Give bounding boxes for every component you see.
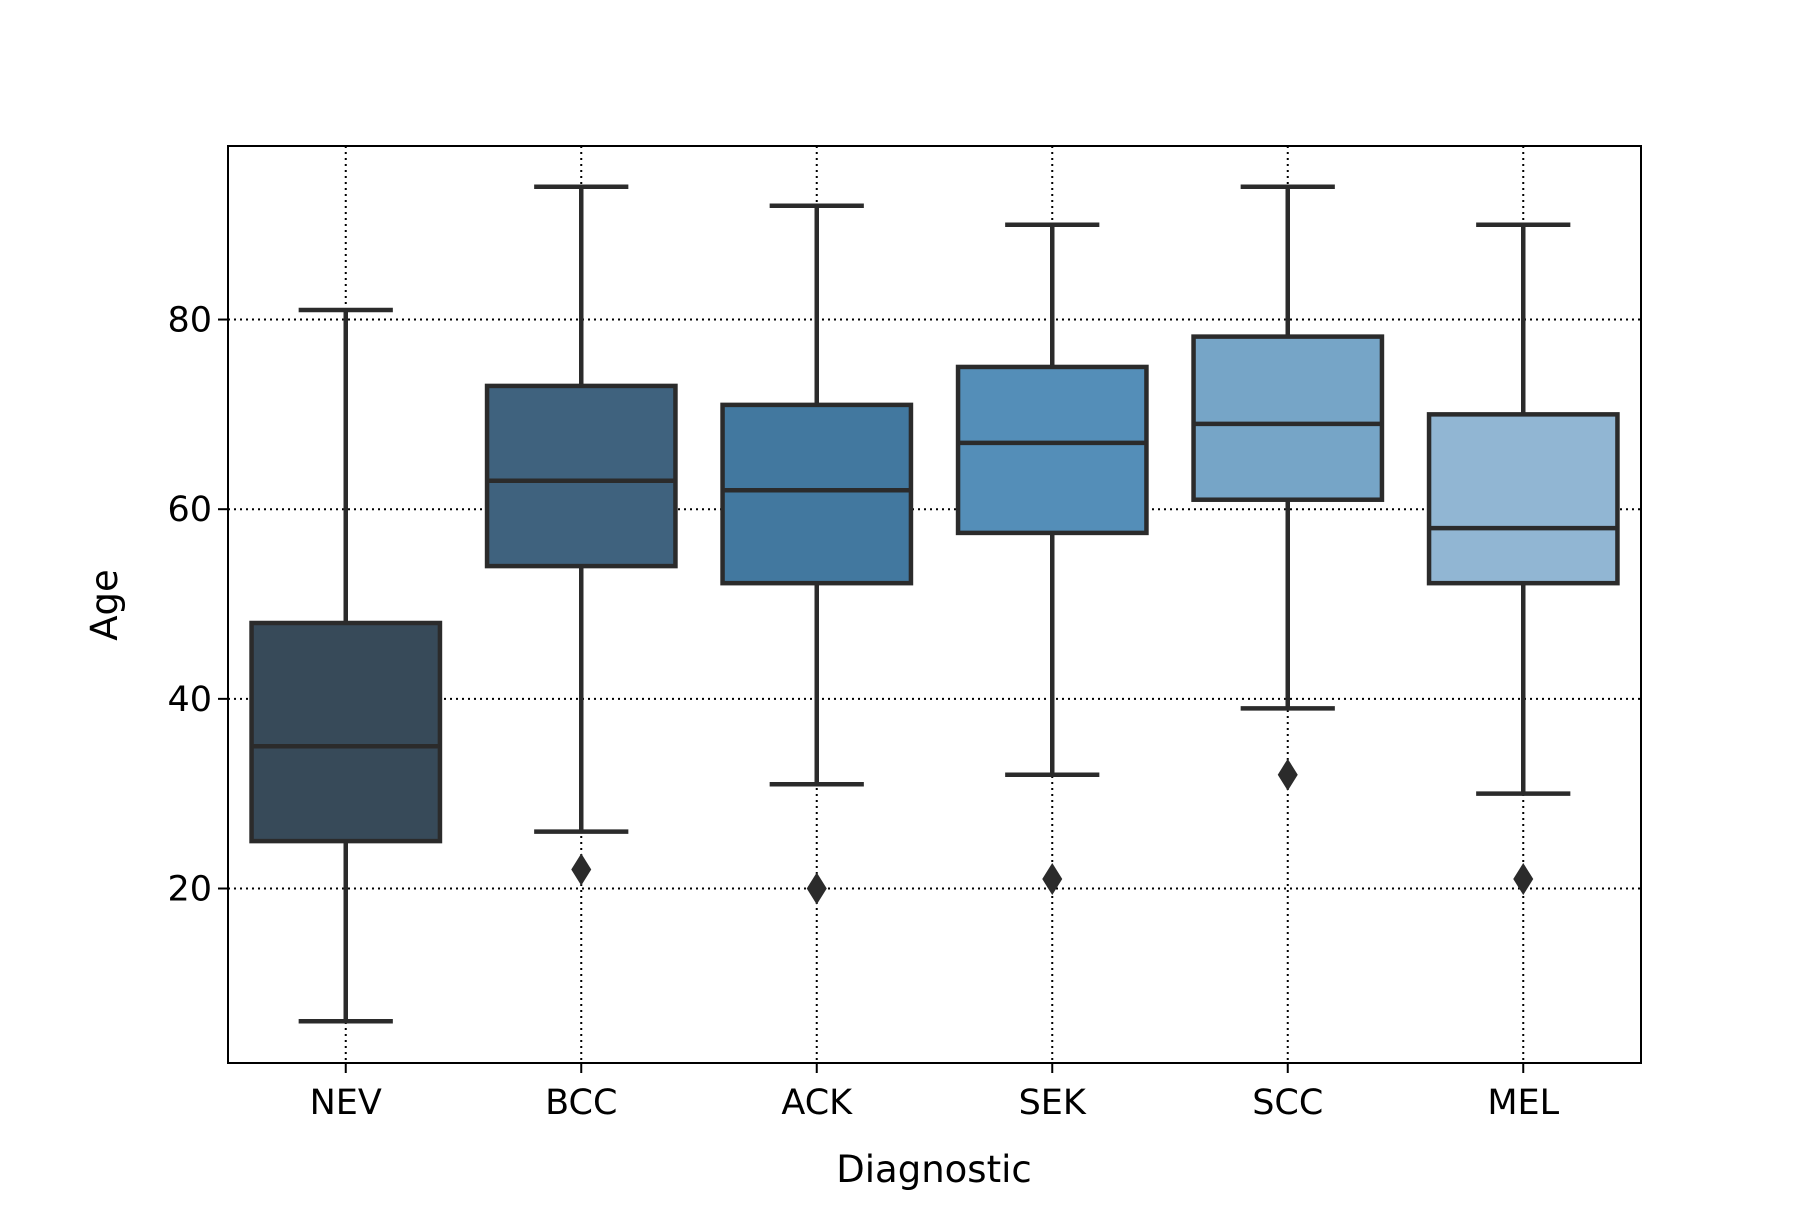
tick-layer: 20 40 60 80 NEV BCC ACK SEK SCC MEL xyxy=(167,301,1559,1123)
box-ack xyxy=(720,203,914,905)
box-scc xyxy=(1191,184,1385,791)
outlier-point xyxy=(1513,863,1534,896)
y-tick-label: 80 xyxy=(167,301,212,341)
y-tick-label: 40 xyxy=(167,680,212,720)
iqr-box xyxy=(249,620,443,844)
box-mel xyxy=(1426,222,1620,896)
outlier-point xyxy=(1277,758,1298,791)
outlier-point xyxy=(1042,863,1063,896)
y-axis-label: Age xyxy=(83,569,126,641)
iqr-box xyxy=(955,364,1149,536)
axes-frame xyxy=(227,145,1642,1064)
grid-layer xyxy=(228,146,1641,1063)
y-tick-label: 60 xyxy=(167,490,212,530)
iqr-box xyxy=(1191,334,1385,502)
outlier-point xyxy=(571,853,592,886)
x-tick-label: BCC xyxy=(545,1083,617,1123)
iqr-box xyxy=(720,402,914,586)
box-layer xyxy=(249,184,1620,1024)
outlier-point xyxy=(806,872,827,905)
x-tick-label: NEV xyxy=(310,1083,382,1123)
box-nev xyxy=(249,307,443,1024)
x-axis-label: Diagnostic xyxy=(836,1148,1031,1191)
y-tick-label: 20 xyxy=(167,870,212,910)
x-tick-label: SCC xyxy=(1252,1083,1323,1123)
box-bcc xyxy=(484,184,678,886)
iqr-box xyxy=(1426,412,1620,586)
box-sek xyxy=(955,222,1149,896)
x-tick-label: ACK xyxy=(781,1083,853,1123)
iqr-box xyxy=(484,383,678,569)
x-tick-label: SEK xyxy=(1019,1083,1087,1123)
x-tick-label: MEL xyxy=(1487,1083,1559,1123)
